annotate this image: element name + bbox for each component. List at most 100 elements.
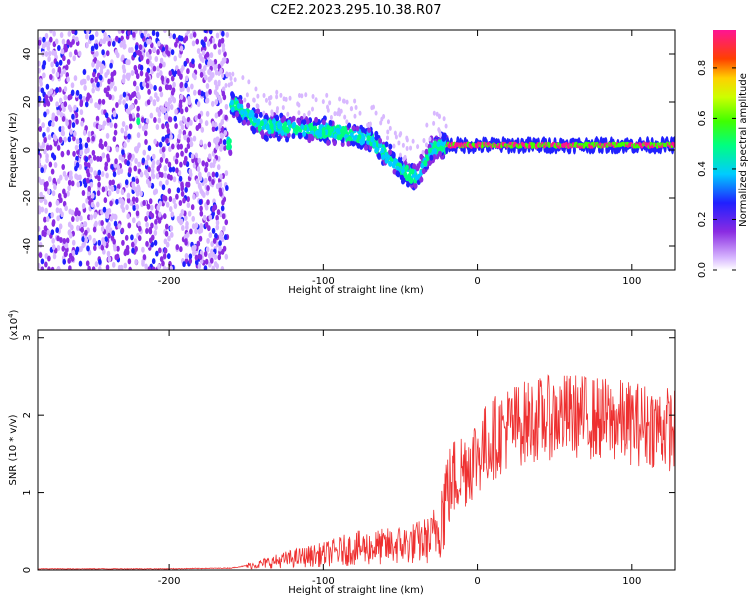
heatmap-cell <box>106 116 111 123</box>
heatmap-cell <box>153 239 158 246</box>
heatmap-cell <box>61 245 66 252</box>
heatmap-cell <box>332 140 337 147</box>
heatmap-cell <box>196 101 201 108</box>
heatmap-cell <box>125 244 130 251</box>
heatmap-cell <box>156 72 160 79</box>
heatmap-cell <box>184 82 188 89</box>
heatmap-cell <box>146 99 151 106</box>
heatmap-cell <box>89 97 93 104</box>
heatmap-cell <box>211 171 216 178</box>
heatmap-cell <box>437 150 442 157</box>
heatmap-cell <box>182 197 186 204</box>
heatmap-cell <box>52 30 56 37</box>
heatmap-cell <box>181 224 185 231</box>
heatmap-cell <box>228 71 232 77</box>
heatmap-cell <box>208 59 213 66</box>
heatmap-cell <box>361 126 366 133</box>
heatmap-cell <box>90 45 95 52</box>
heatmap-cell <box>221 213 226 220</box>
heatmap-cell <box>302 130 307 137</box>
spectrogram-ylabel: Frequency (Hz) <box>8 112 19 188</box>
heatmap-cell <box>94 261 99 268</box>
heatmap-cell <box>72 55 77 62</box>
heatmap-cell <box>129 104 133 111</box>
heatmap-cell <box>116 183 121 190</box>
heatmap-cell <box>421 149 425 155</box>
heatmap-cell <box>157 117 162 124</box>
heatmap-cell <box>144 123 149 130</box>
x-tick-label: -200 <box>158 576 181 587</box>
heatmap-cell <box>220 265 225 270</box>
heatmap-cell <box>211 120 215 127</box>
heatmap-cell <box>82 221 87 228</box>
heatmap-cell <box>54 38 59 45</box>
heatmap-cell <box>86 177 90 184</box>
heatmap-cell <box>325 92 329 98</box>
heatmap-cell <box>174 158 179 165</box>
heatmap-cell <box>43 164 48 171</box>
heatmap-cell <box>100 63 105 70</box>
heatmap-cell <box>50 229 55 236</box>
heatmap-cell <box>161 184 166 191</box>
heatmap-cell <box>38 234 42 241</box>
heatmap-cell <box>165 122 170 129</box>
heatmap-cell <box>183 159 187 166</box>
heatmap-cell <box>198 52 203 59</box>
heatmap-cell <box>71 113 75 120</box>
heatmap-cell <box>61 115 66 122</box>
heatmap-cell <box>126 197 131 204</box>
heatmap-cell <box>43 181 48 188</box>
heatmap-cell <box>215 219 220 226</box>
heatmap-cell <box>210 240 214 247</box>
heatmap-cell <box>87 185 91 192</box>
heatmap-cell <box>158 141 163 148</box>
heatmap-cell <box>53 184 57 191</box>
heatmap-cell <box>51 121 55 128</box>
colorbar-tick-label: 0.8 <box>697 60 708 76</box>
heatmap-cell <box>135 73 140 80</box>
heatmap-cell <box>155 172 160 179</box>
heatmap-cell <box>194 254 199 261</box>
heatmap-cell <box>146 203 151 210</box>
heatmap-cell <box>410 168 415 175</box>
heatmap-cell <box>220 205 225 212</box>
heatmap-cell <box>123 43 127 50</box>
heatmap-cell <box>138 225 142 232</box>
heatmap-cell <box>184 106 189 113</box>
heatmap-cell <box>165 201 170 208</box>
heatmap-cell <box>428 136 432 142</box>
heatmap-cell <box>187 99 192 106</box>
heatmap-cell <box>192 250 196 257</box>
heatmap-cell <box>165 179 169 186</box>
heatmap-cell <box>122 91 127 98</box>
heatmap-cell <box>46 126 50 133</box>
heatmap-cell <box>64 64 69 71</box>
heatmap-cell <box>275 89 279 95</box>
heatmap-cell <box>185 121 190 128</box>
heatmap-cell <box>148 198 153 205</box>
x-tick-label: 100 <box>622 576 641 587</box>
heatmap-cell <box>353 113 357 119</box>
heatmap-cell <box>110 213 115 220</box>
heatmap-cell <box>237 117 242 124</box>
heatmap-cell <box>215 84 219 91</box>
heatmap-cell <box>172 176 177 183</box>
heatmap-cell <box>162 61 166 68</box>
heatmap-cell <box>201 160 206 167</box>
heatmap-cell <box>252 127 257 134</box>
heatmap-cell <box>166 127 171 134</box>
heatmap-cell <box>378 137 383 144</box>
heatmap-cell <box>223 51 227 58</box>
heatmap-cell <box>436 141 441 148</box>
heatmap-cell <box>185 220 189 227</box>
heatmap-cell <box>39 179 44 186</box>
heatmap-cell <box>59 237 63 244</box>
heatmap-cell <box>106 153 110 160</box>
heatmap-cell <box>156 65 160 72</box>
heatmap-cell <box>158 211 162 218</box>
heatmap-cell <box>154 92 158 99</box>
heatmap-cell <box>222 225 226 232</box>
heatmap-cell <box>379 120 383 126</box>
heatmap-cell <box>333 133 338 140</box>
heatmap-cell <box>213 43 217 50</box>
